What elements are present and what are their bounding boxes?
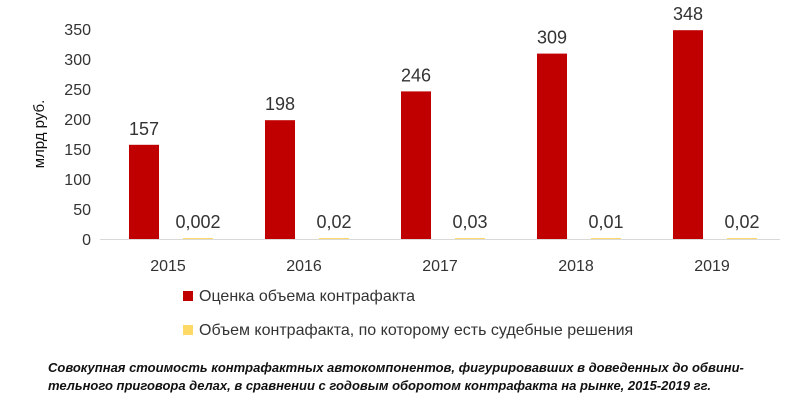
data-label-estimate: 157: [129, 119, 159, 139]
y-axis-label: млрд руб.: [31, 100, 48, 169]
y-tick-label: 50: [73, 202, 91, 219]
y-tick-label: 0: [82, 232, 91, 249]
y-tick-label: 100: [64, 172, 91, 189]
legend-swatch-court-decisions: [183, 325, 193, 335]
caption-line-2: тельного приговора делах, в сравнении с …: [48, 378, 711, 393]
bar-court-decisions: [319, 238, 349, 239]
data-label-estimate: 348: [673, 4, 703, 24]
y-tick-label: 250: [64, 82, 91, 99]
bar-estimate: [537, 53, 567, 239]
data-label-court-decisions: 0,02: [724, 212, 759, 232]
bar-estimate: [673, 30, 703, 240]
x-tick-label: 2018: [558, 258, 594, 275]
data-label-estimate: 198: [265, 94, 295, 114]
legend-swatch-estimate: [183, 291, 193, 301]
x-tick-label: 2015: [150, 258, 186, 275]
x-tick-label: 2017: [422, 258, 458, 275]
x-tick-label: 2016: [286, 258, 322, 275]
y-tick-label: 200: [64, 112, 91, 129]
y-tick-label: 150: [64, 142, 91, 159]
legend-label-court-decisions: Объем контрафакта, по которому есть суде…: [199, 322, 633, 339]
data-label-estimate: 309: [537, 28, 567, 48]
data-label-court-decisions: 0,002: [175, 212, 220, 232]
data-label-court-decisions: 0,01: [588, 212, 623, 232]
legend-label-estimate: Оценка объема контрафакта: [199, 288, 415, 305]
y-tick-label: 350: [64, 22, 91, 39]
bar-court-decisions: [455, 238, 485, 239]
bar-court-decisions: [183, 238, 213, 239]
bar-court-decisions: [727, 238, 757, 239]
caption-line-1: Совокупная стоимость контрафактных авток…: [48, 360, 744, 375]
y-tick-label: 300: [64, 52, 91, 69]
bar-estimate: [265, 120, 295, 239]
bar-court-decisions: [591, 238, 621, 239]
bar-estimate: [129, 144, 159, 239]
data-label-court-decisions: 0,03: [452, 212, 487, 232]
data-label-court-decisions: 0,02: [316, 212, 351, 232]
figure-caption: Совокупная стоимость контрафактных авток…: [48, 359, 768, 395]
x-tick-label: 2019: [694, 258, 730, 275]
bar-estimate: [401, 91, 431, 240]
data-label-estimate: 246: [401, 65, 431, 85]
bar-chart: млрд руб. 0 50 100 150 200 250 300 350 157 0,002 20…: [31, 4, 780, 339]
